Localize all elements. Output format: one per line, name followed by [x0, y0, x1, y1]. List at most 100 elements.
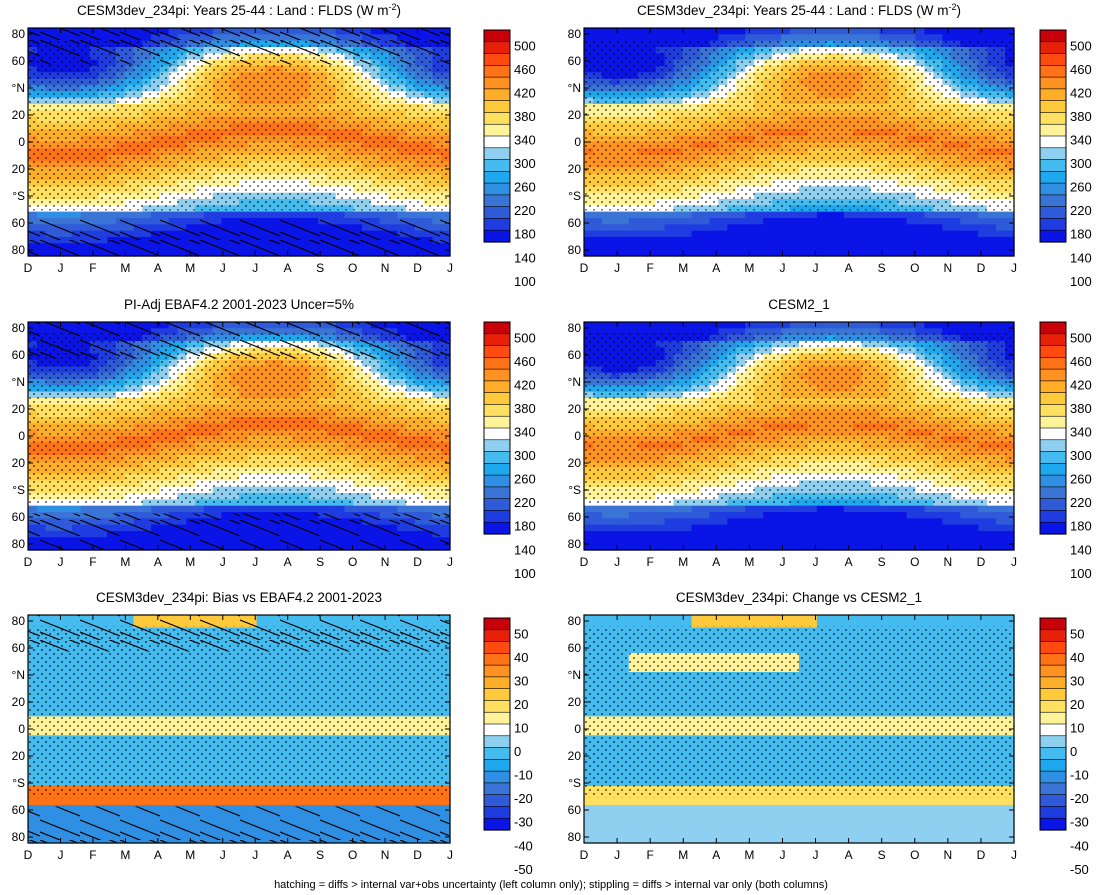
panel-6: CESM3dev_234pi: Change vs CESM2_1 80 60 °N 2… [568, 590, 1089, 877]
hatching-south [28, 219, 450, 256]
x-tick-label: M [744, 555, 754, 569]
x-tick-label: J [220, 261, 226, 275]
colorbar-label: 420 [514, 377, 536, 392]
y-tick-label: °S [12, 483, 25, 497]
y-tick-label: 60 [12, 348, 26, 362]
x-tick-label: J [1011, 555, 1017, 569]
colorbar-label: 500 [1070, 38, 1092, 53]
y-tick-label: 20 [568, 402, 582, 416]
colorbar: 500 460 420 380 340 300 260 220 180 140 100 [1039, 29, 1092, 289]
colorbar-label: 140 [514, 250, 536, 265]
colorbar-label: 340 [1070, 425, 1092, 440]
x-tick-label: J [57, 555, 63, 569]
colorbar-label: 420 [1070, 377, 1092, 392]
x-tick-label: O [348, 848, 357, 862]
panel-title: PI-Adj EBAF4.2 2001-2023 Uncer=5% [124, 297, 354, 312]
panel-5: CESM3dev_234pi: Bias vs EBAF4.2 2001-202… [12, 590, 533, 877]
x-tick-label: J [614, 555, 620, 569]
y-tick-label: 60 [568, 803, 582, 817]
colorbar-label: 420 [1070, 85, 1092, 100]
y-tick-label: 80 [12, 27, 26, 41]
panel-title: CESM3dev_234pi: Years 25-44 : Land : FLD… [77, 2, 401, 18]
colorbar-label: 340 [514, 425, 536, 440]
x-tick-label: A [712, 555, 720, 569]
x-tick-label: J [220, 848, 226, 862]
y-tick-label: 80 [12, 321, 26, 335]
x-tick-label: S [316, 261, 324, 275]
x-tick-label: D [977, 555, 986, 569]
panel-2: CESM3dev_234pi: Years 25-44 : Land : FLD… [568, 2, 1092, 289]
colorbar-label: -10 [514, 768, 533, 783]
y-tick-label: 60 [568, 510, 582, 524]
y-tick-label: 60 [12, 54, 26, 68]
y-tick-label: °N [568, 668, 581, 682]
x-tick-label: M [678, 555, 688, 569]
colorbar-label: 380 [1070, 109, 1092, 124]
y-tick-label: °S [568, 776, 581, 790]
stippling [584, 626, 1014, 798]
colorbar-label: 50 [514, 626, 528, 641]
y-tick-label: 20 [568, 749, 582, 763]
y-tick-label: °N [12, 375, 25, 389]
y-tick-label: 80 [568, 537, 582, 551]
panel-title: CESM3dev_234pi: Years 25-44 : Land : FLD… [637, 2, 961, 18]
y-tick-label: 80 [568, 614, 582, 628]
x-tick-label: A [845, 261, 853, 275]
colorbar-label: 180 [514, 519, 536, 534]
y-tick-label: 20 [568, 108, 582, 122]
y-tick-label: 60 [568, 641, 582, 655]
x-tick-label: D [24, 555, 33, 569]
x-tick-label: J [813, 848, 819, 862]
x-tick-label: A [712, 261, 720, 275]
colorbar-label: 300 [1070, 156, 1092, 171]
colorbar-label: 220 [514, 495, 536, 510]
colorbar-label: 460 [1070, 62, 1092, 77]
hatching-north [28, 28, 450, 65]
y-tick-label: 80 [12, 614, 26, 628]
x-tick-label: D [977, 261, 986, 275]
colorbar-label: -40 [1070, 838, 1089, 853]
x-tick-label: F [89, 848, 96, 862]
hatching-north [28, 615, 450, 652]
y-tick-label: °S [568, 189, 581, 203]
colorbar-label: 300 [514, 156, 536, 171]
colorbar-label: 20 [1070, 697, 1084, 712]
y-tick-label: 60 [12, 641, 26, 655]
colorbar-label: 340 [514, 133, 536, 148]
colorbar-label: 380 [1070, 401, 1092, 416]
panel-title: CESM3dev_234pi: Change vs CESM2_1 [676, 590, 922, 605]
colorbar-label: -50 [1070, 862, 1089, 877]
x-tick-label: J [252, 555, 258, 569]
y-tick-label: 20 [12, 402, 26, 416]
colorbar-label: 0 [514, 744, 521, 759]
x-tick-label: O [348, 261, 357, 275]
x-tick-label: D [580, 261, 589, 275]
x-tick-label: S [878, 261, 886, 275]
y-tick-label: °S [568, 483, 581, 497]
y-tick-label: 0 [574, 722, 581, 736]
x-tick-label: A [845, 555, 853, 569]
x-tick-label: J [447, 848, 453, 862]
y-tick-label: 0 [574, 135, 581, 149]
y-tick-label: 60 [12, 803, 26, 817]
colorbar-label: 100 [1070, 566, 1092, 581]
x-tick-label: J [447, 261, 453, 275]
x-tick-label: M [120, 848, 130, 862]
x-tick-label: J [252, 848, 258, 862]
y-tick-label: °S [12, 189, 25, 203]
panel-1: CESM3dev_234pi: Years 25-44 : Land : FLD… [12, 2, 536, 289]
colorbar-label: 10 [514, 721, 528, 736]
x-tick-label: A [284, 848, 292, 862]
y-tick-label: 60 [568, 348, 582, 362]
x-tick-label: A [284, 261, 292, 275]
y-tick-label: 60 [12, 510, 26, 524]
colorbar-label: -10 [1070, 768, 1089, 783]
y-tick-label: 80 [12, 243, 26, 257]
x-tick-label: D [413, 261, 422, 275]
stippling [584, 333, 1014, 505]
x-tick-label: J [57, 848, 63, 862]
colorbar-label: -30 [514, 815, 533, 830]
x-tick-label: N [381, 555, 390, 569]
colorbar-label: 300 [514, 448, 536, 463]
x-tick-label: D [413, 555, 422, 569]
